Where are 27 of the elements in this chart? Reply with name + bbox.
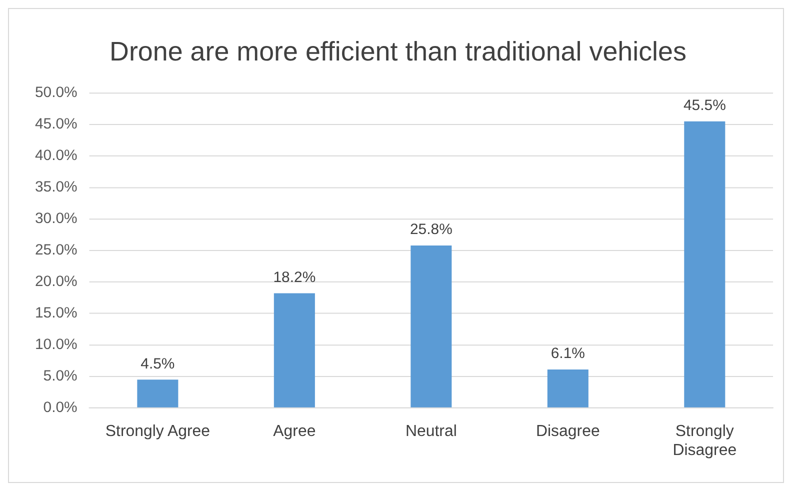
data-label: 45.5% — [683, 97, 726, 114]
x-tick-label: Agree — [273, 422, 316, 440]
y-tick-label: 0.0% — [43, 399, 78, 416]
bar — [684, 121, 726, 408]
y-tick-label: 20.0% — [34, 273, 78, 290]
y-tick-label: 25.0% — [34, 242, 78, 259]
data-label: 6.1% — [550, 345, 585, 362]
bar — [410, 245, 452, 408]
y-tick-label: 15.0% — [34, 304, 78, 322]
y-tick-label: 5.0% — [43, 368, 78, 385]
y-tick-label: 45.0% — [34, 116, 78, 133]
y-tick-label: 40.0% — [34, 147, 78, 164]
y-tick-label: 35.0% — [34, 178, 78, 196]
x-tick-label: Neutral — [405, 422, 457, 440]
data-label: 18.2% — [273, 269, 316, 286]
x-tick-label: Strongly Disagree — [672, 422, 737, 459]
bar — [137, 380, 178, 408]
y-tick-label: 30.0% — [34, 210, 78, 228]
data-label: 25.8% — [410, 221, 452, 238]
y-tick-label: 10.0% — [34, 336, 78, 354]
bar — [274, 293, 315, 408]
chart-title: Drone are more efficient than traditional vehicles — [110, 36, 686, 66]
data-label: 4.5% — [140, 355, 175, 372]
x-tick-label: Strongly Agree — [105, 422, 210, 440]
x-tick-label: Disagree — [536, 422, 600, 440]
bar — [547, 370, 588, 408]
y-tick-label: 50.0% — [34, 84, 78, 102]
